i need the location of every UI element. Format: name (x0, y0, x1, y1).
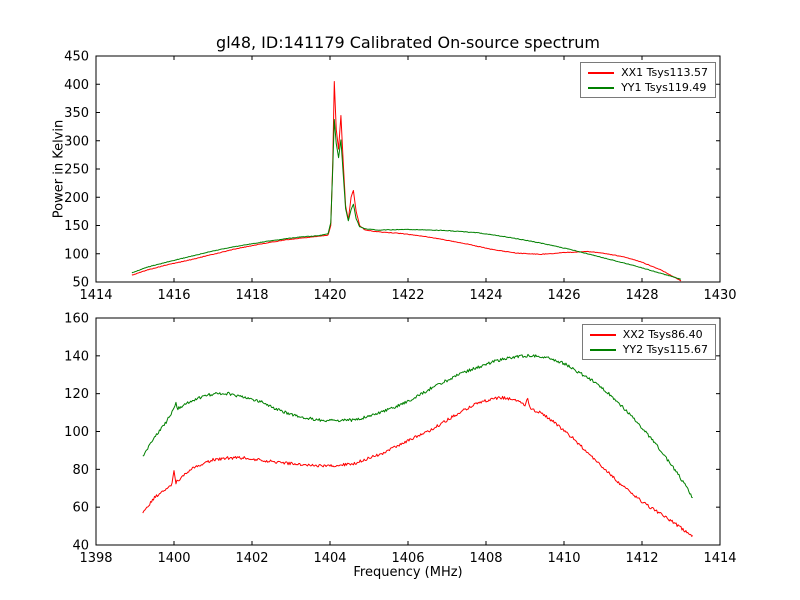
y-tick-label: 50 (72, 276, 89, 291)
y-tick-label: 160 (64, 312, 89, 327)
x-tick-label: 1406 (391, 551, 424, 566)
y-tick-label: 120 (64, 387, 89, 402)
legend-top: XX1 Tsys113.57 YY1 Tsys119.49 (580, 62, 716, 98)
x-tick-label: 1428 (625, 288, 658, 303)
x-tick-label: 1410 (547, 551, 580, 566)
legend-entry: XX1 Tsys113.57 (588, 67, 708, 78)
legend-label: YY2 Tsys115.67 (622, 343, 708, 356)
x-tick-label: 1414 (79, 288, 112, 303)
y-tick-label: 300 (64, 134, 89, 149)
x-tick-label: 1404 (313, 551, 346, 566)
x-tick-label: 1414 (703, 551, 736, 566)
y-tick-label: 250 (64, 163, 89, 178)
x-tick-label: 1420 (313, 288, 346, 303)
x-tick-label: 1426 (547, 288, 580, 303)
y-tick-label: 400 (64, 78, 89, 93)
x-tick-label: 1398 (79, 551, 112, 566)
x-tick-label: 1400 (157, 551, 190, 566)
legend-entry: XX2 Tsys86.40 (589, 328, 708, 341)
y-tick-label: 450 (64, 50, 89, 65)
legend-label: XX1 Tsys113.57 (621, 66, 708, 79)
legend-label: YY1 Tsys119.49 (621, 81, 707, 94)
legend-line-sample (589, 348, 616, 351)
x-axis-label: Frequency (MHz) (353, 565, 463, 580)
legend-line-sample (588, 71, 615, 74)
chart-title: gl48, ID:141179 Calibrated On-source spe… (216, 33, 600, 52)
y-tick-label: 80 (72, 463, 89, 478)
x-tick-label: 1418 (235, 288, 268, 303)
x-tick-label: 1412 (625, 551, 658, 566)
series-line (131, 80, 682, 282)
legend-label: XX2 Tsys86.40 (622, 328, 703, 341)
y-tick-label: 350 (64, 106, 89, 121)
y-tick-label: 100 (64, 247, 89, 262)
x-tick-label: 1408 (469, 551, 502, 566)
y-tick-label: 40 (72, 539, 89, 554)
legend-entry: YY2 Tsys115.67 (589, 343, 708, 356)
y-tick-label: 100 (64, 425, 89, 440)
y-axis-label: Power in Kelvin (51, 119, 67, 219)
legend-entry: YY1 Tsys119.49 (588, 82, 708, 93)
x-tick-label: 1402 (235, 551, 268, 566)
y-tick-label: 140 (64, 349, 89, 364)
y-tick-label: 200 (64, 191, 89, 206)
y-tick-label: 150 (64, 219, 89, 234)
x-tick-label: 1430 (703, 288, 736, 303)
series-line (142, 353, 693, 499)
series-line (131, 118, 682, 280)
series-line (142, 395, 694, 537)
x-tick-label: 1422 (391, 288, 424, 303)
y-tick-label: 60 (72, 501, 89, 516)
x-tick-label: 1424 (469, 288, 502, 303)
legend-line-sample (589, 333, 616, 336)
x-tick-label: 1416 (157, 288, 190, 303)
legend-line-sample (588, 86, 615, 89)
legend-bottom: XX2 Tsys86.40 YY2 Tsys115.67 (581, 324, 716, 360)
